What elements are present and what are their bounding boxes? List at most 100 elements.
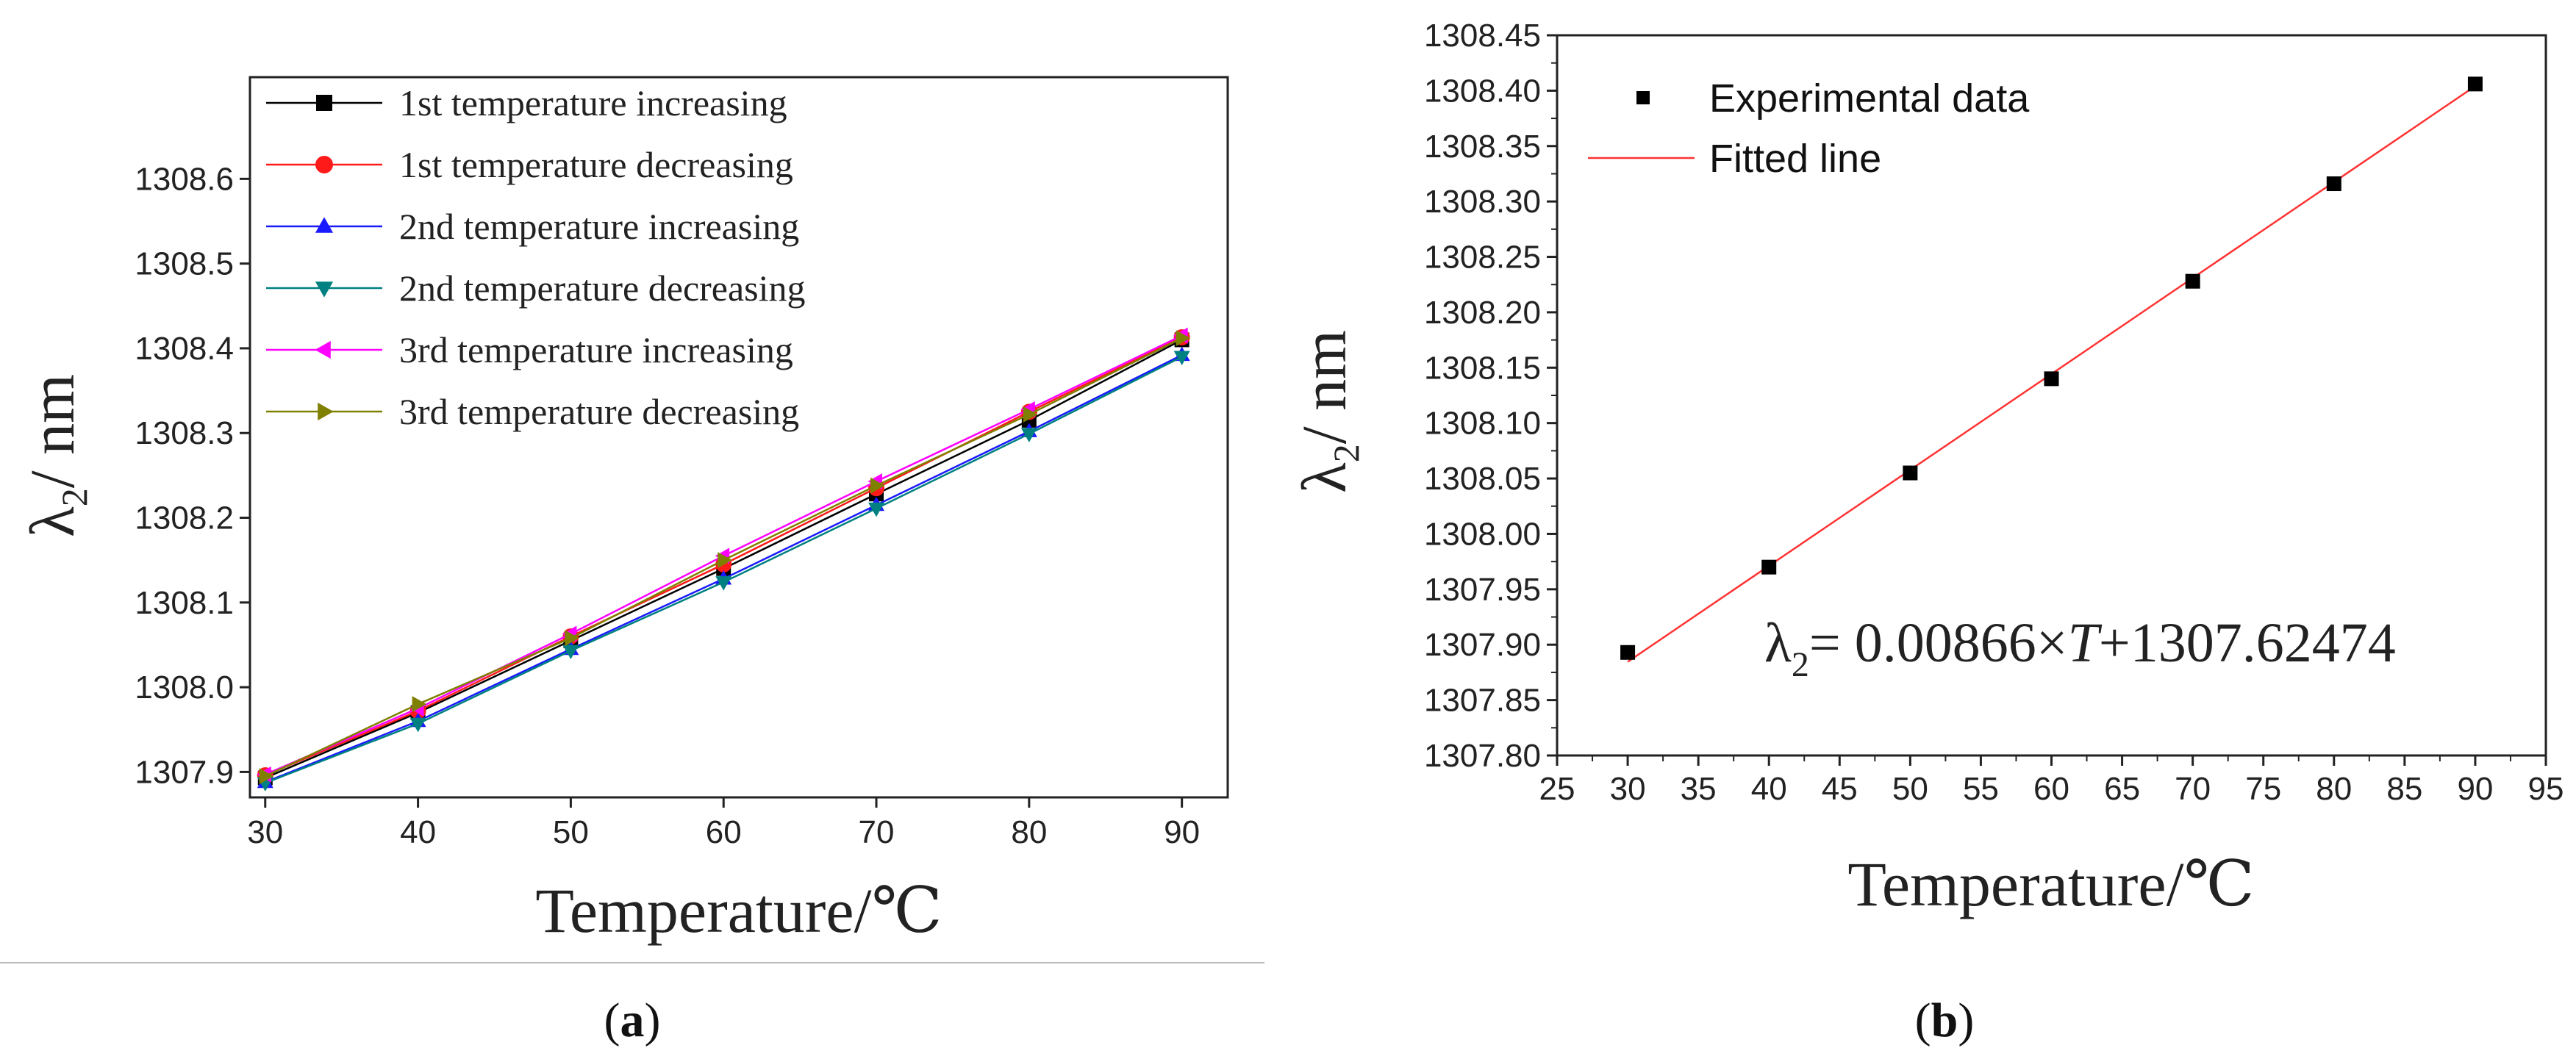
panel-b-ylabel-symbol: λ xyxy=(1289,462,1359,493)
panel-a-caption-close: ) xyxy=(645,994,661,1047)
panel-a-legend-marker xyxy=(315,156,333,173)
panel-a-caption-open: ( xyxy=(604,994,620,1047)
panel-a-point xyxy=(1176,330,1191,347)
panel-a-point xyxy=(565,630,579,647)
panel-b-caption-open: ( xyxy=(1915,994,1931,1047)
panel-b-xtick-label: 40 xyxy=(1751,771,1787,807)
panel-a-point xyxy=(870,477,885,494)
panel-b-xtick-label: 75 xyxy=(2245,771,2281,807)
panel-b-legend-label: Experimental data xyxy=(1709,76,2030,121)
panel-b-xtick-label: 25 xyxy=(1539,771,1575,807)
panel-a-ytick-label: 1308.5 xyxy=(135,246,234,282)
panel-b-equation: λ2= 0.00866×T+1307.62474 xyxy=(1764,612,2396,684)
panel-b-xtick-label: 45 xyxy=(1822,771,1858,807)
panel-b-caption: (b) xyxy=(1915,994,1975,1047)
panel-a-ytick-label: 1308.4 xyxy=(135,331,234,367)
panel-a-ytick-label: 1308.6 xyxy=(135,161,234,197)
panel-a-xlabel: Temperature/℃ xyxy=(535,875,942,946)
panel-a-ytick-label: 1308.1 xyxy=(135,585,234,621)
panel-b-equation-symbol: λ xyxy=(1764,612,1792,674)
panel-a-ticks: 30 40 50 60 70 80 90 1307.9 1308.0 1308.1 1308.2 13… xyxy=(135,161,1200,850)
panel-a-legend-marker xyxy=(315,217,334,233)
panel-a-point xyxy=(1023,406,1038,423)
panel-b-ytick-label: 1308.10 xyxy=(1424,406,1541,442)
panel-a-xtick-label: 60 xyxy=(706,814,742,850)
panel-b-ytick-label: 1307.80 xyxy=(1424,738,1541,774)
panel-a-ytick-label: 1308.2 xyxy=(135,500,234,536)
panel-a-point xyxy=(562,645,579,660)
panel-b-xtick-label: 35 xyxy=(1681,771,1717,807)
panel-b-xtick-label: 85 xyxy=(2386,771,2422,807)
panel-a-legend-label: 2nd temperature increasing xyxy=(399,206,799,247)
panel-a-point xyxy=(715,576,732,591)
panel-a-point xyxy=(718,552,732,569)
panel-b-ytick-label: 1308.20 xyxy=(1424,295,1541,331)
panel-b-xtick-label: 65 xyxy=(2104,771,2140,807)
panel-a-series xyxy=(257,327,1191,791)
panel-b-xtick-label: 30 xyxy=(1610,771,1646,807)
panel-b-point xyxy=(2467,76,2483,92)
panel-a-legend: 1st temperature increasing 1st temperatur… xyxy=(266,82,806,432)
panel-b-xtick-label: 55 xyxy=(1963,771,1999,807)
panel-a-legend-marker xyxy=(315,281,334,298)
panel-a-point xyxy=(1173,351,1190,365)
svg-text:λ2/ nm: λ2/ nm xyxy=(1289,330,1367,493)
panel-a-ylabel-sub: 2 xyxy=(54,488,95,506)
panel-a-legend-label: 3rd temperature increasing xyxy=(399,329,793,370)
panel-a-ytick-label: 1308.0 xyxy=(135,669,234,706)
panel-b-xlabel: Temperature/℃ xyxy=(1847,849,2254,919)
panel-a-legend-label: 3rd temperature decreasing xyxy=(399,391,799,432)
panel-b-ytick-label: 1308.40 xyxy=(1424,73,1541,109)
panel-b-legend: Experimental data Fitted line xyxy=(1588,76,2030,181)
panel-b-legend-label: Fitted line xyxy=(1709,137,1881,181)
panel-a-caption: (a) xyxy=(604,994,661,1047)
panel-b-xtick-label: 95 xyxy=(2528,771,2564,807)
panel-b-point xyxy=(1761,559,1777,575)
panel-b-ytick-label: 1307.95 xyxy=(1424,572,1541,608)
svg-text:λ2/ nm: λ2/ nm xyxy=(17,374,95,537)
panel-a-caption-letter: a xyxy=(620,994,645,1047)
panel-a-ytick-label: 1308.3 xyxy=(135,415,234,451)
panel-a-plot-frame xyxy=(248,76,1229,799)
panel-b-legend-marker xyxy=(1636,91,1650,104)
panel-b-series xyxy=(1620,76,2483,660)
panel-a-point xyxy=(409,717,426,733)
panel-b-xtick-label: 80 xyxy=(2316,771,2352,807)
panel-b-ylabel-sub: 2 xyxy=(1325,444,1367,462)
panel-a: 30 40 50 60 70 80 90 1307.9 1308.0 1308.1 1308.2 13… xyxy=(0,76,1264,1047)
panel-b-caption-letter: b xyxy=(1931,994,1958,1047)
panel-b-point xyxy=(1620,645,1636,660)
panel-a-legend-label: 2nd temperature decreasing xyxy=(399,268,806,309)
panel-b-equation-rest-a: = 0.00866× xyxy=(1809,612,2068,674)
panel-b-ytick-label: 1308.30 xyxy=(1424,184,1541,220)
panel-b-equation-var: T xyxy=(2068,612,2103,674)
panel-b-ytick-label: 1308.45 xyxy=(1424,18,1541,54)
panel-b-ytick-label: 1308.15 xyxy=(1424,350,1541,386)
panel-b-ylabel-unit: / nm xyxy=(1289,330,1359,444)
panel-b-ytick-label: 1308.25 xyxy=(1424,240,1541,276)
panel-b-ytick-label: 1308.05 xyxy=(1424,461,1541,497)
panel-a-point xyxy=(1020,428,1037,442)
panel-a-ylabel-unit: / nm xyxy=(17,374,87,488)
panel-b-ytick-label: 1307.85 xyxy=(1424,683,1541,719)
panel-a-xtick-label: 70 xyxy=(859,814,895,850)
panel-b-ytick-label: 1308.00 xyxy=(1424,516,1541,552)
panel-b-ticks: 25 30 35 40 45 50 55 60 65 70 75 80 85 90 95 1307.80 130… xyxy=(1424,18,2564,807)
panel-a-point xyxy=(259,768,274,785)
panel-b-point xyxy=(2044,371,2059,387)
panel-b-equation-rest-b: +1307.62474 xyxy=(2099,612,2396,674)
panel-b-ytick-label: 1308.35 xyxy=(1424,129,1541,165)
panel-b-equation-sub: 2 xyxy=(1792,645,1809,684)
panel-a-xtick-label: 90 xyxy=(1164,814,1200,850)
panel-a-legend-marker xyxy=(318,402,334,421)
panel-b-xtick-label: 50 xyxy=(1892,771,1928,807)
panel-b-point xyxy=(2326,176,2341,192)
panel-b-ytick-label: 1307.90 xyxy=(1424,627,1541,663)
panel-a-point xyxy=(412,696,427,713)
panel-a-xtick-label: 50 xyxy=(553,814,589,850)
panel-b-xtick-label: 90 xyxy=(2457,771,2493,807)
panel-a-legend-marker xyxy=(315,340,331,359)
panel-b-caption-close: ) xyxy=(1958,994,1974,1047)
panel-a-xtick-label: 80 xyxy=(1011,814,1047,850)
